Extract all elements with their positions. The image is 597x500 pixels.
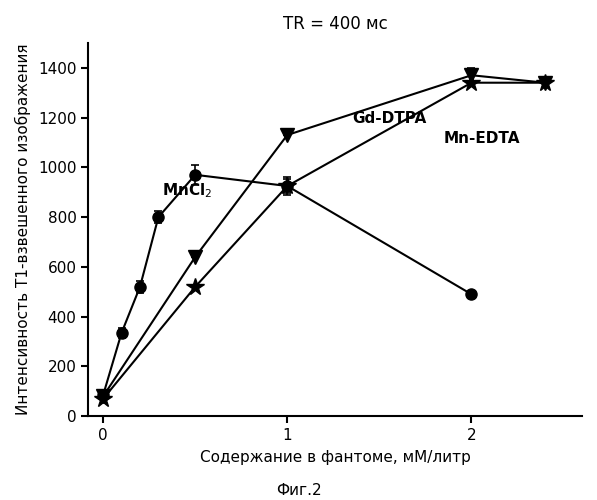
Text: Mn-EDTA: Mn-EDTA [444,131,521,146]
Title: TR = 400 мс: TR = 400 мс [283,15,387,33]
Text: Фиг.2: Фиг.2 [276,483,321,498]
X-axis label: Содержание в фантоме, мМ/литр: Содержание в фантоме, мМ/литр [200,450,470,465]
Y-axis label: Интенсивность Т1-взвешенного изображения: Интенсивность Т1-взвешенного изображения [15,44,31,416]
Text: Gd-DTPA: Gd-DTPA [352,112,426,126]
Text: MnCl$_2$: MnCl$_2$ [162,181,213,200]
